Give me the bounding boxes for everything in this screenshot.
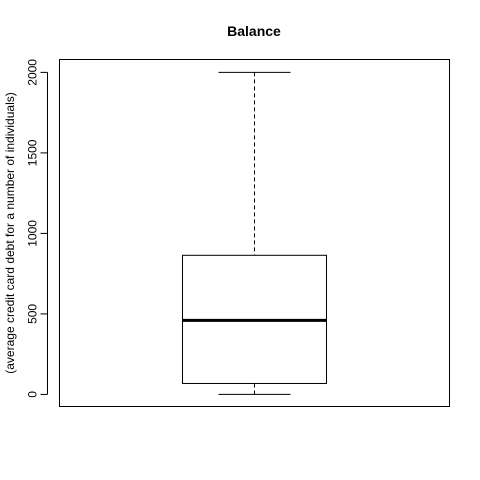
y-tick-label: 500 [26,304,40,324]
y-axis-label: (average credit card debt for a number o… [3,92,17,373]
chart-title: Balance [227,23,281,39]
y-axis: 0 500 1000 1500 2000 [26,59,48,398]
y-tick-label: 1500 [26,139,40,166]
y-tick-label: 0 [26,391,40,398]
plot-frame [59,59,450,407]
y-tick-label: 1000 [26,220,40,247]
y-tick-label: 2000 [26,59,40,86]
boxplot [182,71,327,395]
